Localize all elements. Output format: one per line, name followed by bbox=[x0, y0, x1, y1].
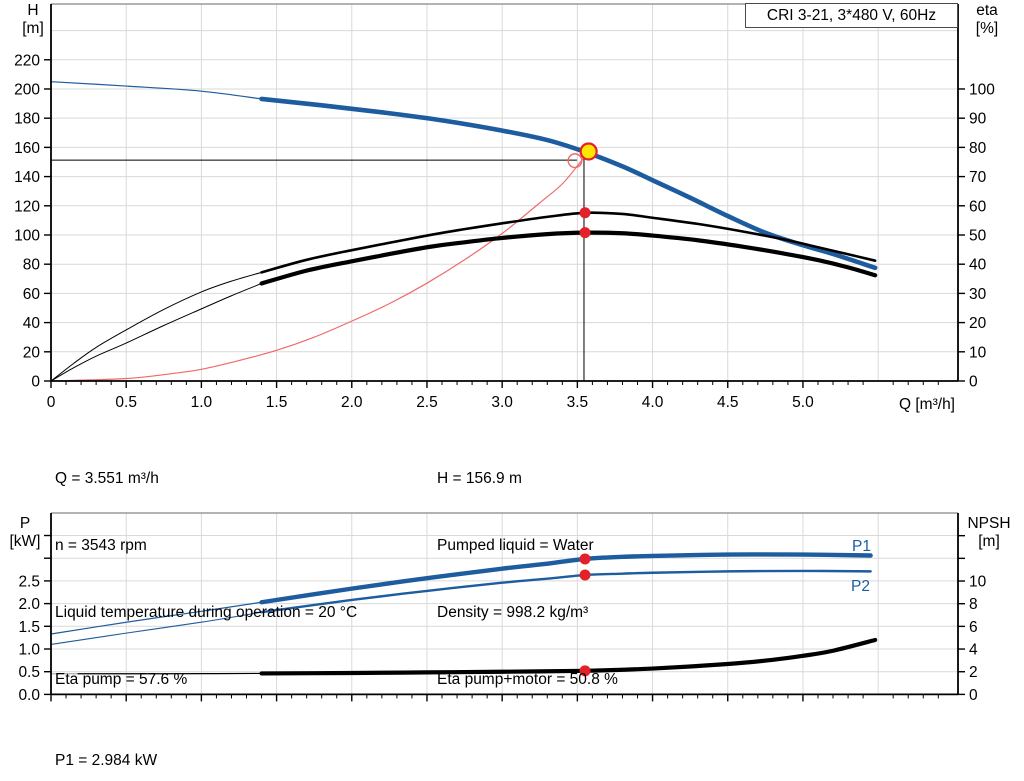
right-tick-label: 10 bbox=[969, 574, 987, 591]
x-tick-label: 1.5 bbox=[266, 394, 288, 411]
h-axis-title: H [m] bbox=[16, 2, 50, 37]
left-tick-label: 2.0 bbox=[18, 596, 40, 613]
p-axis-title: P [kW] bbox=[2, 515, 48, 550]
left-tick-label: 20 bbox=[23, 344, 41, 361]
system-curve bbox=[50, 154, 587, 382]
h-axis-unit: [m] bbox=[22, 19, 44, 37]
left-tick-label: 120 bbox=[14, 198, 40, 215]
info-p1: P1 = 2.984 kW bbox=[55, 751, 158, 769]
right-tick-label: 30 bbox=[969, 286, 987, 303]
right-tick-label: 6 bbox=[969, 619, 978, 636]
info-q: Q = 3.551 m³/h bbox=[55, 469, 159, 487]
info-density: Density = 998.2 kg/m³ bbox=[437, 604, 589, 622]
x-tick-label: 3.0 bbox=[491, 394, 513, 411]
npsh-duty-dot bbox=[579, 665, 591, 677]
left-tick-label: 1.5 bbox=[18, 619, 40, 636]
left-tick-label: 80 bbox=[23, 257, 41, 274]
left-tick-label: 1.0 bbox=[18, 642, 40, 659]
npsh-axis-symbol: NPSH bbox=[967, 515, 1011, 532]
left-tick-label: 160 bbox=[14, 140, 40, 157]
left-tick-label: 60 bbox=[23, 286, 41, 303]
right-tick-label: 90 bbox=[969, 111, 987, 128]
left-tick-label: 100 bbox=[14, 227, 40, 244]
right-tick-label: 40 bbox=[969, 257, 987, 274]
info-eta-pump: Eta pump = 57.6 % bbox=[55, 671, 188, 689]
p-axis-unit: [kW] bbox=[9, 532, 41, 550]
p-axis-symbol: P bbox=[19, 515, 31, 532]
right-tick-label: 0 bbox=[969, 687, 978, 704]
x-tick-label: 2.5 bbox=[416, 394, 438, 411]
p1-curve-extension bbox=[50, 601, 263, 635]
duty-info-right: H = 156.9 m Pumped liquid = Water Densit… bbox=[437, 423, 618, 737]
npsh-axis-unit: [m] bbox=[978, 532, 1000, 550]
qh-curve-extension bbox=[50, 81, 263, 100]
x-tick-label: 1.0 bbox=[191, 394, 213, 411]
right-tick-label: 8 bbox=[969, 596, 978, 613]
q-axis-title: Q [m³/h] bbox=[899, 396, 955, 413]
info-h: H = 156.9 m bbox=[437, 469, 522, 487]
h-axis-symbol: H bbox=[27, 2, 39, 19]
x-tick-label: 4.0 bbox=[642, 394, 664, 411]
left-tick-label: 0 bbox=[31, 374, 40, 391]
power-info: P1 = 2.984 kW P2 = 2.63 kW NPSH = 2.08 m bbox=[55, 705, 163, 781]
p2-curve-extension bbox=[50, 611, 263, 646]
right-tick-label: 20 bbox=[969, 315, 987, 332]
npsh-axis-title: NPSH [m] bbox=[959, 515, 1019, 550]
left-tick-label: 200 bbox=[14, 81, 40, 98]
eta-pump-curve-extension bbox=[50, 271, 263, 382]
pump-title-box: CRI 3-21, 3*480 V, 60Hz bbox=[745, 3, 958, 28]
chart-power-npsh: 0.0 0.5 1.0 1.5 2.0 2.5 0 2 4 6 8 10 P1 P2 bbox=[18, 512, 987, 704]
right-tick-label: 4 bbox=[969, 642, 978, 659]
qh-curve bbox=[259, 96, 878, 271]
info-eta-pump-motor: Eta pump+motor = 50.8 % bbox=[437, 671, 618, 689]
left-tick-label: 220 bbox=[14, 52, 40, 69]
right-tick-label: 50 bbox=[969, 227, 987, 244]
p2-duty-dot bbox=[579, 569, 591, 581]
left-tick-label: 0.5 bbox=[18, 664, 40, 681]
info-speed: n = 3543 rpm bbox=[55, 537, 147, 555]
right-tick-label: 70 bbox=[969, 169, 987, 186]
left-tick-label: 180 bbox=[14, 111, 40, 128]
eta-pump-curve bbox=[260, 211, 877, 274]
right-tick-label: 80 bbox=[969, 140, 987, 157]
left-tick-label: 0.0 bbox=[18, 687, 40, 704]
left-tick-label: 2.5 bbox=[18, 573, 40, 590]
info-liquid-temperature: Liquid temperature during operation = 20… bbox=[55, 604, 358, 622]
eta-axis-unit: [%] bbox=[975, 19, 999, 37]
duty-point-marker bbox=[579, 142, 598, 161]
left-tick-label: 140 bbox=[14, 169, 40, 186]
right-tick-label: 10 bbox=[969, 344, 987, 361]
p2-curve-label: P2 bbox=[851, 578, 870, 595]
x-tick-label: 5.0 bbox=[792, 394, 814, 411]
p1-curve-label: P1 bbox=[852, 538, 871, 555]
eta-axis-symbol: eta bbox=[976, 2, 998, 19]
duty-info-left: Q = 3.551 m³/h n = 3543 rpm Liquid tempe… bbox=[55, 423, 357, 737]
x-tick-label: 2.0 bbox=[341, 394, 363, 411]
x-tick-label: 3.5 bbox=[567, 394, 589, 411]
rated-point-marker bbox=[567, 153, 583, 169]
right-tick-label: 60 bbox=[969, 198, 987, 215]
eta-axis-title: eta [%] bbox=[964, 2, 1010, 37]
x-tick-label: 0.5 bbox=[115, 394, 137, 411]
eta-pump-motor-duty-dot bbox=[579, 227, 591, 239]
info-pumped-liquid: Pumped liquid = Water bbox=[437, 537, 594, 555]
right-tick-label: 0 bbox=[969, 374, 978, 391]
p1-duty-dot bbox=[579, 553, 591, 565]
x-tick-label: 0 bbox=[47, 394, 56, 411]
chart-qh: 0 0.5 1.0 1.5 2.0 2.5 3.0 3.5 4.0 4.5 5.0 0 20 40 60 80… bbox=[14, 3, 995, 411]
right-tick-label: 2 bbox=[969, 664, 978, 681]
x-tick-label: 4.5 bbox=[717, 394, 739, 411]
npsh-curve bbox=[259, 637, 878, 676]
eta-pump-motor-curve bbox=[259, 230, 878, 286]
left-tick-label: 40 bbox=[23, 315, 41, 332]
eta-pump-motor-curve-extension bbox=[50, 282, 263, 382]
right-tick-label: 100 bbox=[969, 81, 995, 98]
eta-pump-duty-dot bbox=[579, 207, 591, 219]
